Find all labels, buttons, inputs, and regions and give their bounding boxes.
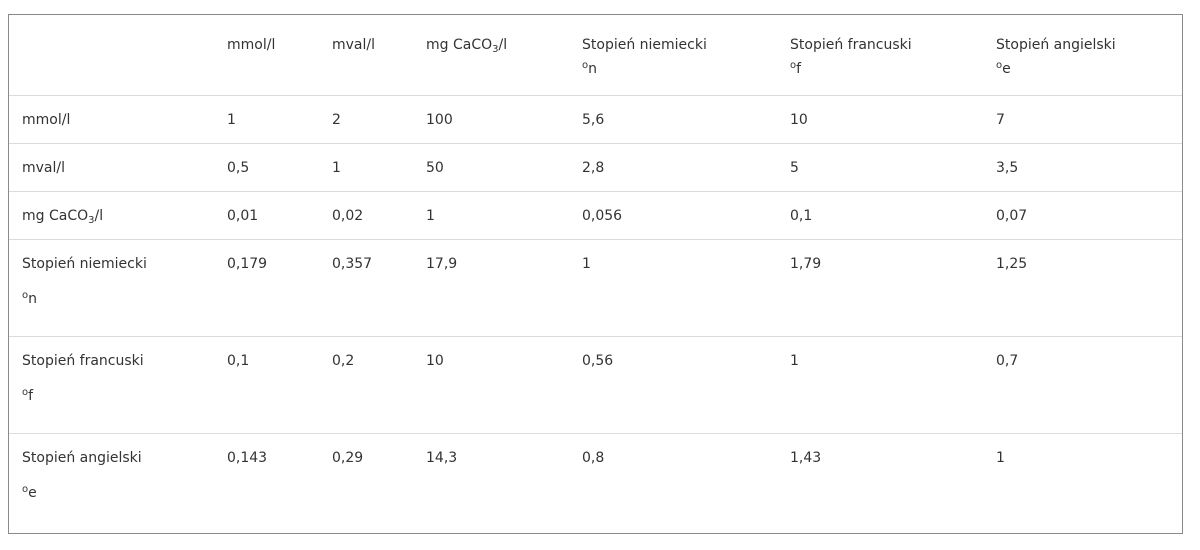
table-cell: 0,1 [777,191,983,240]
table-cell: 1 [569,239,777,337]
table-cell: 0,056 [569,191,777,240]
degree-symbol: o [582,60,589,71]
row-header-label: Stopień angielski [22,449,142,466]
column-header-mg-caco3: mg CaCO3/l [413,15,569,96]
column-header-mval: mval/l [319,15,413,96]
column-header-english-degree: Stopień angielski oe [983,15,1182,96]
row-header-cell: mval/l [9,143,214,192]
unit-symbol: oe [22,483,210,503]
table-row: mmol/l 1 2 100 5,6 10 7 [9,95,1182,144]
column-header-label: mmol/l [227,37,276,53]
column-header-suffix: /l [498,37,508,53]
column-header-mmol: mmol/l [214,15,319,96]
unit-symbol: of [22,386,210,406]
unit-letter: f [28,387,34,404]
table-cell: 0,56 [569,336,777,434]
column-header-label: mval/l [332,37,375,53]
row-header-label: mval/l [22,159,65,176]
header-corner-cell [9,15,214,96]
table-cell: 0,29 [332,449,364,466]
column-header-label: Stopień angielski [996,37,1116,53]
table-cell: 0,7 [983,336,1182,434]
column-header-german-degree: Stopień niemiecki on [569,15,777,96]
row-header-suffix: /l [94,207,104,224]
header-row: mmol/l mval/l mg CaCO3/l Stopień niemiec… [9,15,1182,96]
table-cell: 1 [319,143,413,192]
unit-letter: n [28,290,37,307]
table-cell: 0,07 [983,191,1182,240]
row-header-label: Stopień niemiecki [22,255,147,272]
table-cell: 14,3 [426,449,458,466]
table-cell: 1,79 [777,239,983,337]
row-header-cell: Stopień francuski of [9,336,214,434]
table-cell: 1 [777,336,983,434]
unit-symbol: oe [996,59,1178,79]
table-cell: 10 [777,95,983,144]
table-cell: 0,5 [214,143,319,192]
column-header-french-degree: Stopień francuski of [777,15,983,96]
row-header-cell: Stopień niemiecki on [9,239,214,337]
unit-letter: n [588,61,597,77]
table-cell: 5 [777,143,983,192]
unit-letter: e [1002,61,1011,77]
table-cell: 2,8 [569,143,777,192]
row-header-label: mmol/l [22,111,71,128]
table-cell: 10 [413,336,569,434]
table-cell: 0,01 [214,191,319,240]
unit-symbol: of [790,59,979,79]
column-header-label: mg CaCO [426,37,493,53]
table-cell: 3,5 [983,143,1182,192]
table-cell: 0,8 [582,449,605,466]
conversion-table-grid: mmol/l mval/l mg CaCO3/l Stopień niemiec… [9,15,1182,530]
degree-symbol: o [996,60,1003,71]
table-cell: 0,357 [319,239,413,337]
table-cell: 100 [413,95,569,144]
table-cell: 1,43 [790,449,822,466]
table-cell: 1 [214,95,319,144]
table-cell: 1 [996,449,1005,466]
unit-letter: e [28,484,37,501]
column-header-label: Stopień niemiecki [582,37,707,53]
table-cell: 0,179 [214,239,319,337]
degree-symbol: o [22,386,29,398]
row-header-cell: mg CaCO3/l [9,191,214,240]
degree-symbol: o [790,60,797,71]
table-cell: 2 [319,95,413,144]
degree-symbol: o [22,289,29,301]
row-header-label: mg CaCO [22,207,89,224]
subscript-number: 3 [88,214,95,226]
table-cell: 0,2 [319,336,413,434]
unit-symbol: on [22,289,210,309]
column-header-label: Stopień francuski [790,37,912,53]
table-cell: 0,143 [227,449,268,466]
table-cell: 50 [413,143,569,192]
degree-symbol: o [22,483,29,495]
subscript-number: 3 [492,44,499,55]
table-cell: 17,9 [413,239,569,337]
table-cell: 0,1 [214,336,319,434]
table-cell: 1,25 [983,239,1182,337]
table-row: Stopień francuski of 0,1 0,2 10 0,56 1 0… [9,336,1182,434]
row-header-cell: mmol/l [9,95,214,144]
table-row: Stopień niemiecki on 0,179 0,357 17,9 1 … [9,239,1182,337]
table-row: Stopień angielski oe 0,143 0,29 14,3 0,8… [9,433,1182,530]
table-cell: 1 [413,191,569,240]
table-row: mg CaCO3/l 0,01 0,02 1 0,056 0,1 0,07 [9,191,1182,240]
table-cell: 5,6 [569,95,777,144]
table-cell: 7 [983,95,1182,144]
hardness-conversion-table: mmol/l mval/l mg CaCO3/l Stopień niemiec… [8,14,1183,534]
table-cell: 0,02 [319,191,413,240]
unit-letter: f [796,61,802,77]
table-row: mval/l 0,5 1 50 2,8 5 3,5 [9,143,1182,192]
unit-symbol: on [582,59,773,79]
row-header-label: Stopień francuski [22,352,144,369]
row-header-cell: Stopień angielski oe [9,433,214,530]
